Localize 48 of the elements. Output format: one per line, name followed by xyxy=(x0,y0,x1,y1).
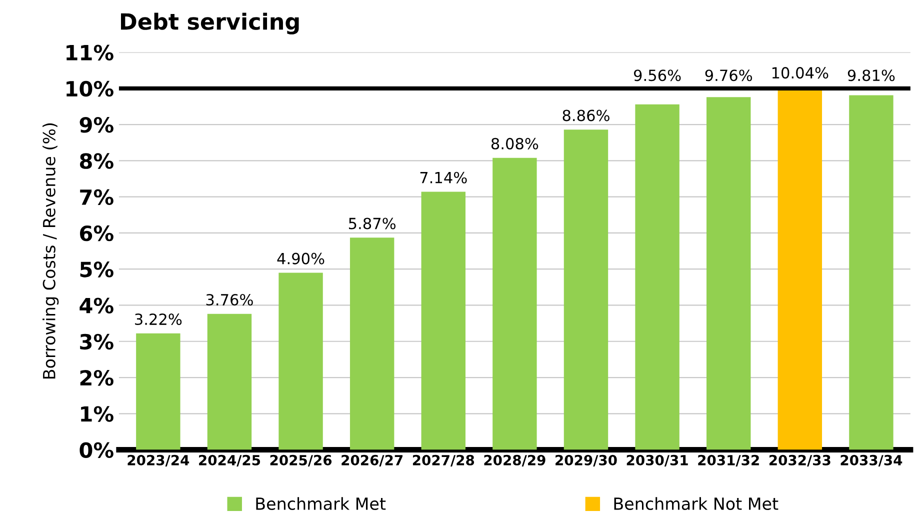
data-label: 3.76% xyxy=(206,294,253,306)
data-label: 7.14% xyxy=(420,172,467,184)
bar xyxy=(492,158,537,450)
data-label: 5.87% xyxy=(348,218,396,230)
data-label: 4.90% xyxy=(277,252,324,264)
x-tick-label: 2031/32 xyxy=(698,454,759,466)
y-tick-label: 1% xyxy=(81,406,114,422)
y-tick-label: 10% xyxy=(66,80,114,97)
y-axis-title: Borrowing Costs / Revenue (%) xyxy=(42,123,59,379)
bar xyxy=(136,333,180,450)
x-tick-label: 2027/28 xyxy=(412,454,474,466)
bar xyxy=(849,95,894,450)
data-label: 3.22% xyxy=(135,313,182,326)
x-tick-label: 2024/25 xyxy=(199,454,260,466)
bar xyxy=(207,314,252,450)
legend-label: Benchmark Not Met xyxy=(614,497,778,510)
data-label: 10.04% xyxy=(772,67,828,79)
chart-title: Debt servicing xyxy=(120,12,299,34)
data-label: 8.86% xyxy=(562,110,610,122)
x-tick-label: 2033/34 xyxy=(840,454,902,466)
y-tick-label: 2% xyxy=(80,370,114,386)
x-tick-label: 2030/31 xyxy=(626,454,688,466)
legend-label: Benchmark Met xyxy=(256,497,386,510)
y-tick-label: 3% xyxy=(80,334,114,350)
bar xyxy=(278,272,323,450)
y-tick-label: 6% xyxy=(80,225,114,242)
bar xyxy=(635,104,680,450)
data-label: 9.81% xyxy=(848,70,895,82)
x-tick-label: 2026/27 xyxy=(342,454,403,466)
x-tick-label: 2029/30 xyxy=(556,454,617,466)
x-tick-label: 2028/29 xyxy=(484,454,546,466)
bar xyxy=(421,192,466,450)
x-tick-label: 2032/33 xyxy=(769,454,830,466)
data-label: 8.08% xyxy=(491,138,538,150)
data-label: 9.56% xyxy=(634,70,681,82)
y-tick-label: 7% xyxy=(80,189,114,206)
bar xyxy=(706,97,751,450)
x-tick-label: 2025/26 xyxy=(270,454,332,466)
y-tick-label: 4% xyxy=(80,298,114,314)
data-label: 9.76% xyxy=(705,70,752,82)
y-tick-label: 8% xyxy=(80,153,114,169)
y-tick-label: 11% xyxy=(66,44,114,61)
bar xyxy=(564,130,608,450)
y-tick-label: 0% xyxy=(80,442,114,458)
y-tick-label: 5% xyxy=(80,262,114,278)
x-tick-label: 2023/24 xyxy=(128,454,190,466)
bar xyxy=(350,238,394,450)
y-tick-label: 9% xyxy=(80,117,114,133)
